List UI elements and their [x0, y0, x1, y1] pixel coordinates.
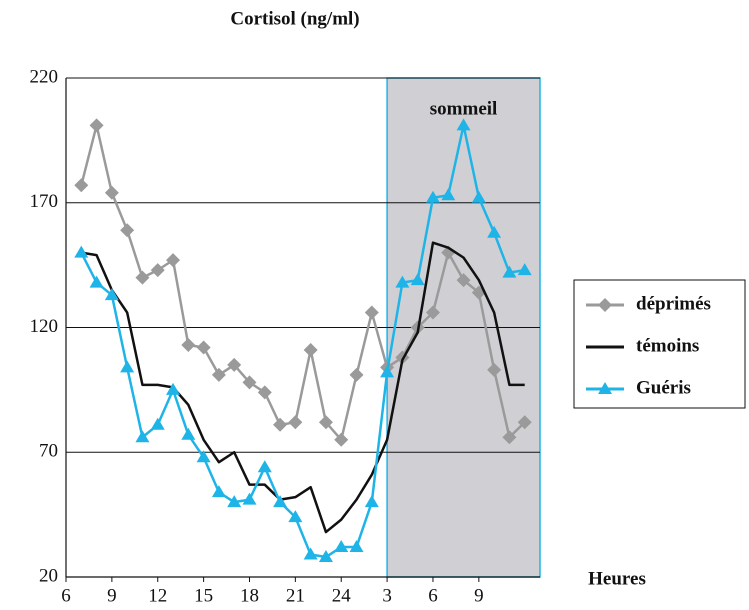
point [334, 432, 349, 447]
point [104, 288, 119, 301]
point [120, 223, 135, 238]
point [181, 337, 196, 352]
point [242, 375, 257, 390]
point [517, 415, 532, 430]
point [89, 118, 104, 133]
point [334, 540, 349, 553]
point [74, 178, 89, 193]
point [242, 492, 257, 505]
x-tick-label: 15 [194, 585, 213, 606]
point [196, 450, 211, 463]
point [166, 253, 181, 268]
point [441, 188, 456, 201]
point [471, 190, 486, 203]
point [502, 265, 517, 278]
point [273, 495, 288, 508]
legend-label: déprimés [636, 293, 711, 314]
legend-marker [598, 298, 612, 312]
point [150, 417, 165, 430]
x-tick-label: 6 [61, 585, 71, 606]
point [318, 550, 333, 563]
point [135, 430, 150, 443]
point [257, 385, 272, 400]
point [456, 273, 471, 288]
legend-marker [598, 382, 612, 394]
x-axis-label: Heures [588, 568, 646, 589]
point [349, 367, 364, 382]
point [150, 263, 165, 278]
point [425, 190, 440, 203]
point [456, 118, 471, 131]
point [288, 415, 303, 430]
point [273, 417, 288, 432]
x-tick-label: 6 [428, 585, 438, 606]
x-tick-label: 21 [286, 585, 305, 606]
point [196, 340, 211, 355]
legend-label: Guéris [636, 377, 691, 398]
point [211, 485, 226, 498]
point [227, 495, 242, 508]
point [303, 342, 318, 357]
point [425, 305, 440, 320]
x-tick-label: 3 [382, 585, 392, 606]
point [211, 367, 226, 382]
point [502, 430, 517, 445]
point [349, 540, 364, 553]
legend-label: témoins [636, 335, 699, 356]
x-tick-label: 9 [107, 585, 117, 606]
point [364, 305, 379, 320]
point [487, 225, 502, 238]
point [288, 510, 303, 523]
point [380, 365, 395, 378]
point [120, 360, 135, 373]
y-tick-label: 170 [30, 191, 59, 212]
point [257, 460, 272, 473]
y-tick-label: 120 [30, 316, 59, 337]
point [517, 263, 532, 276]
point [303, 547, 318, 560]
x-tick-label: 9 [474, 585, 484, 606]
point [227, 357, 242, 372]
point [166, 382, 181, 395]
point [318, 415, 333, 430]
series-line [81, 241, 525, 534]
x-tick-label: 24 [332, 585, 352, 606]
point [395, 275, 410, 288]
x-tick-label: 18 [240, 585, 259, 606]
point [74, 245, 89, 258]
chart-title: Cortisol (ng/ml) [230, 8, 359, 29]
point [487, 362, 502, 377]
x-tick-label: 12 [148, 585, 167, 606]
point [410, 273, 425, 286]
point [89, 275, 104, 288]
point [364, 495, 379, 508]
y-tick-label: 20 [39, 565, 58, 586]
point [135, 270, 150, 285]
point [181, 427, 196, 440]
y-tick-label: 70 [39, 441, 58, 462]
y-tick-label: 220 [30, 66, 59, 87]
point [104, 185, 119, 200]
sleep-label: sommeil [430, 98, 498, 119]
